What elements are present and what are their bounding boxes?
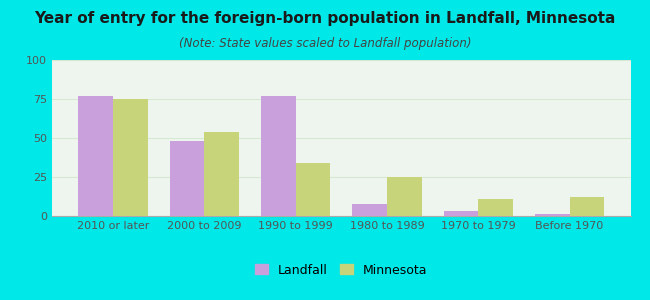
Bar (296, 163, 330, 216)
Bar (78, 96, 113, 216)
Bar (113, 99, 148, 216)
Bar (478, 199, 513, 216)
Bar (387, 177, 422, 216)
Text: (Note: State values scaled to Landfall population): (Note: State values scaled to Landfall p… (179, 38, 471, 50)
Text: Year of entry for the foreign-born population in Landfall, Minnesota: Year of entry for the foreign-born popul… (34, 11, 616, 26)
Bar (535, 214, 569, 216)
Bar (204, 132, 239, 216)
Bar (352, 203, 387, 216)
Bar (261, 96, 296, 216)
Bar (443, 211, 478, 216)
Bar (569, 197, 604, 216)
Bar (170, 141, 204, 216)
Legend: Landfall, Minnesota: Landfall, Minnesota (250, 259, 432, 281)
